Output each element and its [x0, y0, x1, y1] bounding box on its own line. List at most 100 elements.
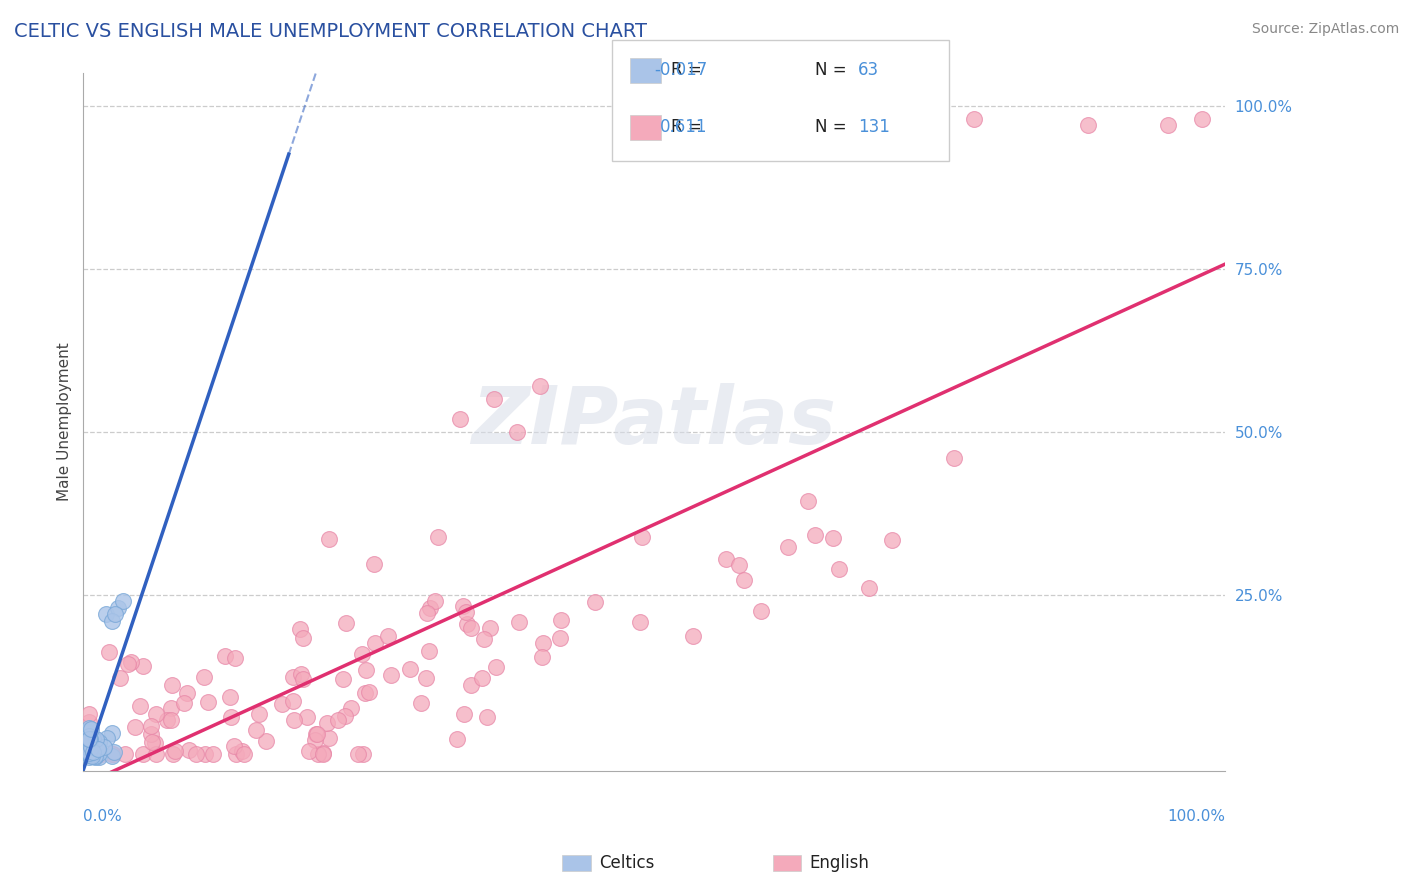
- Text: Celtics: Celtics: [599, 854, 654, 871]
- Point: [548, 631, 571, 645]
- Point: [84, 749, 107, 764]
- Text: CELTIC VS ENGLISH MALE UNEMPLOYMENT CORRELATION CHART: CELTIC VS ENGLISH MALE UNEMPLOYMENT CORR…: [14, 22, 647, 41]
- Point: [224, 650, 246, 665]
- Point: [77, 732, 100, 747]
- Point: [77, 747, 100, 762]
- Point: [880, 533, 903, 547]
- Point: [145, 747, 167, 762]
- Point: [77, 739, 100, 754]
- Point: [77, 733, 100, 747]
- Point: [80, 749, 103, 764]
- Point: [398, 662, 420, 676]
- Point: [77, 721, 100, 735]
- Point: [456, 617, 478, 632]
- Point: [333, 708, 356, 723]
- Text: 63: 63: [858, 61, 879, 78]
- Point: [247, 707, 270, 722]
- Point: [77, 747, 100, 761]
- Point: [89, 749, 111, 764]
- Point: [453, 707, 475, 722]
- Point: [77, 747, 100, 761]
- Point: [79, 748, 101, 763]
- Point: [508, 615, 530, 629]
- Point: [298, 744, 321, 758]
- Point: [451, 599, 474, 613]
- Point: [318, 731, 340, 745]
- Point: [129, 698, 152, 713]
- Point: [77, 734, 100, 748]
- Text: R =: R =: [671, 118, 702, 136]
- Point: [858, 581, 880, 595]
- Point: [101, 614, 124, 628]
- Point: [531, 636, 554, 650]
- Point: [173, 696, 195, 710]
- Point: [77, 747, 100, 761]
- Point: [89, 746, 111, 760]
- Point: [77, 739, 100, 753]
- Point: [478, 621, 501, 635]
- Point: [83, 747, 105, 762]
- Point: [449, 411, 471, 425]
- Point: [682, 629, 704, 643]
- Point: [942, 451, 965, 466]
- Point: [290, 666, 312, 681]
- Point: [124, 720, 146, 734]
- Point: [90, 747, 112, 762]
- Point: [1191, 112, 1213, 126]
- Point: [474, 632, 496, 646]
- Point: [415, 671, 437, 685]
- Point: [363, 557, 385, 571]
- Point: [79, 742, 101, 756]
- Text: N =: N =: [815, 61, 846, 78]
- Point: [83, 749, 105, 764]
- Point: [380, 668, 402, 682]
- Point: [101, 726, 124, 740]
- Point: [77, 738, 100, 752]
- Point: [335, 616, 357, 631]
- Point: [176, 686, 198, 700]
- Point: [143, 736, 166, 750]
- Point: [416, 606, 439, 620]
- Point: [1077, 118, 1099, 132]
- Point: [160, 701, 183, 715]
- Point: [409, 696, 432, 710]
- Point: [120, 655, 142, 669]
- Point: [583, 594, 606, 608]
- Point: [778, 540, 800, 554]
- Point: [631, 530, 654, 544]
- Point: [131, 659, 153, 673]
- Point: [132, 747, 155, 762]
- Point: [103, 747, 125, 762]
- Point: [797, 493, 820, 508]
- Point: [160, 713, 183, 727]
- Point: [80, 740, 103, 755]
- Point: [326, 713, 349, 727]
- Text: 100.0%: 100.0%: [1167, 809, 1225, 824]
- Point: [305, 727, 328, 741]
- Point: [82, 745, 104, 759]
- Text: English: English: [810, 854, 870, 871]
- Point: [418, 644, 440, 658]
- Text: ZIPatlas: ZIPatlas: [471, 383, 837, 461]
- Point: [827, 562, 849, 576]
- Point: [107, 600, 129, 615]
- Point: [419, 601, 441, 615]
- Point: [96, 731, 118, 745]
- Point: [84, 731, 107, 746]
- Point: [77, 725, 100, 739]
- Point: [423, 594, 446, 608]
- Point: [484, 392, 506, 406]
- Point: [77, 715, 100, 730]
- Point: [332, 673, 354, 687]
- Point: [141, 735, 163, 749]
- Point: [716, 551, 738, 566]
- Point: [82, 739, 104, 753]
- Point: [377, 630, 399, 644]
- Point: [101, 748, 124, 763]
- Point: [312, 747, 335, 762]
- Point: [364, 636, 387, 650]
- Point: [98, 645, 121, 659]
- Point: [112, 594, 135, 608]
- Point: [292, 672, 315, 686]
- Point: [83, 740, 105, 755]
